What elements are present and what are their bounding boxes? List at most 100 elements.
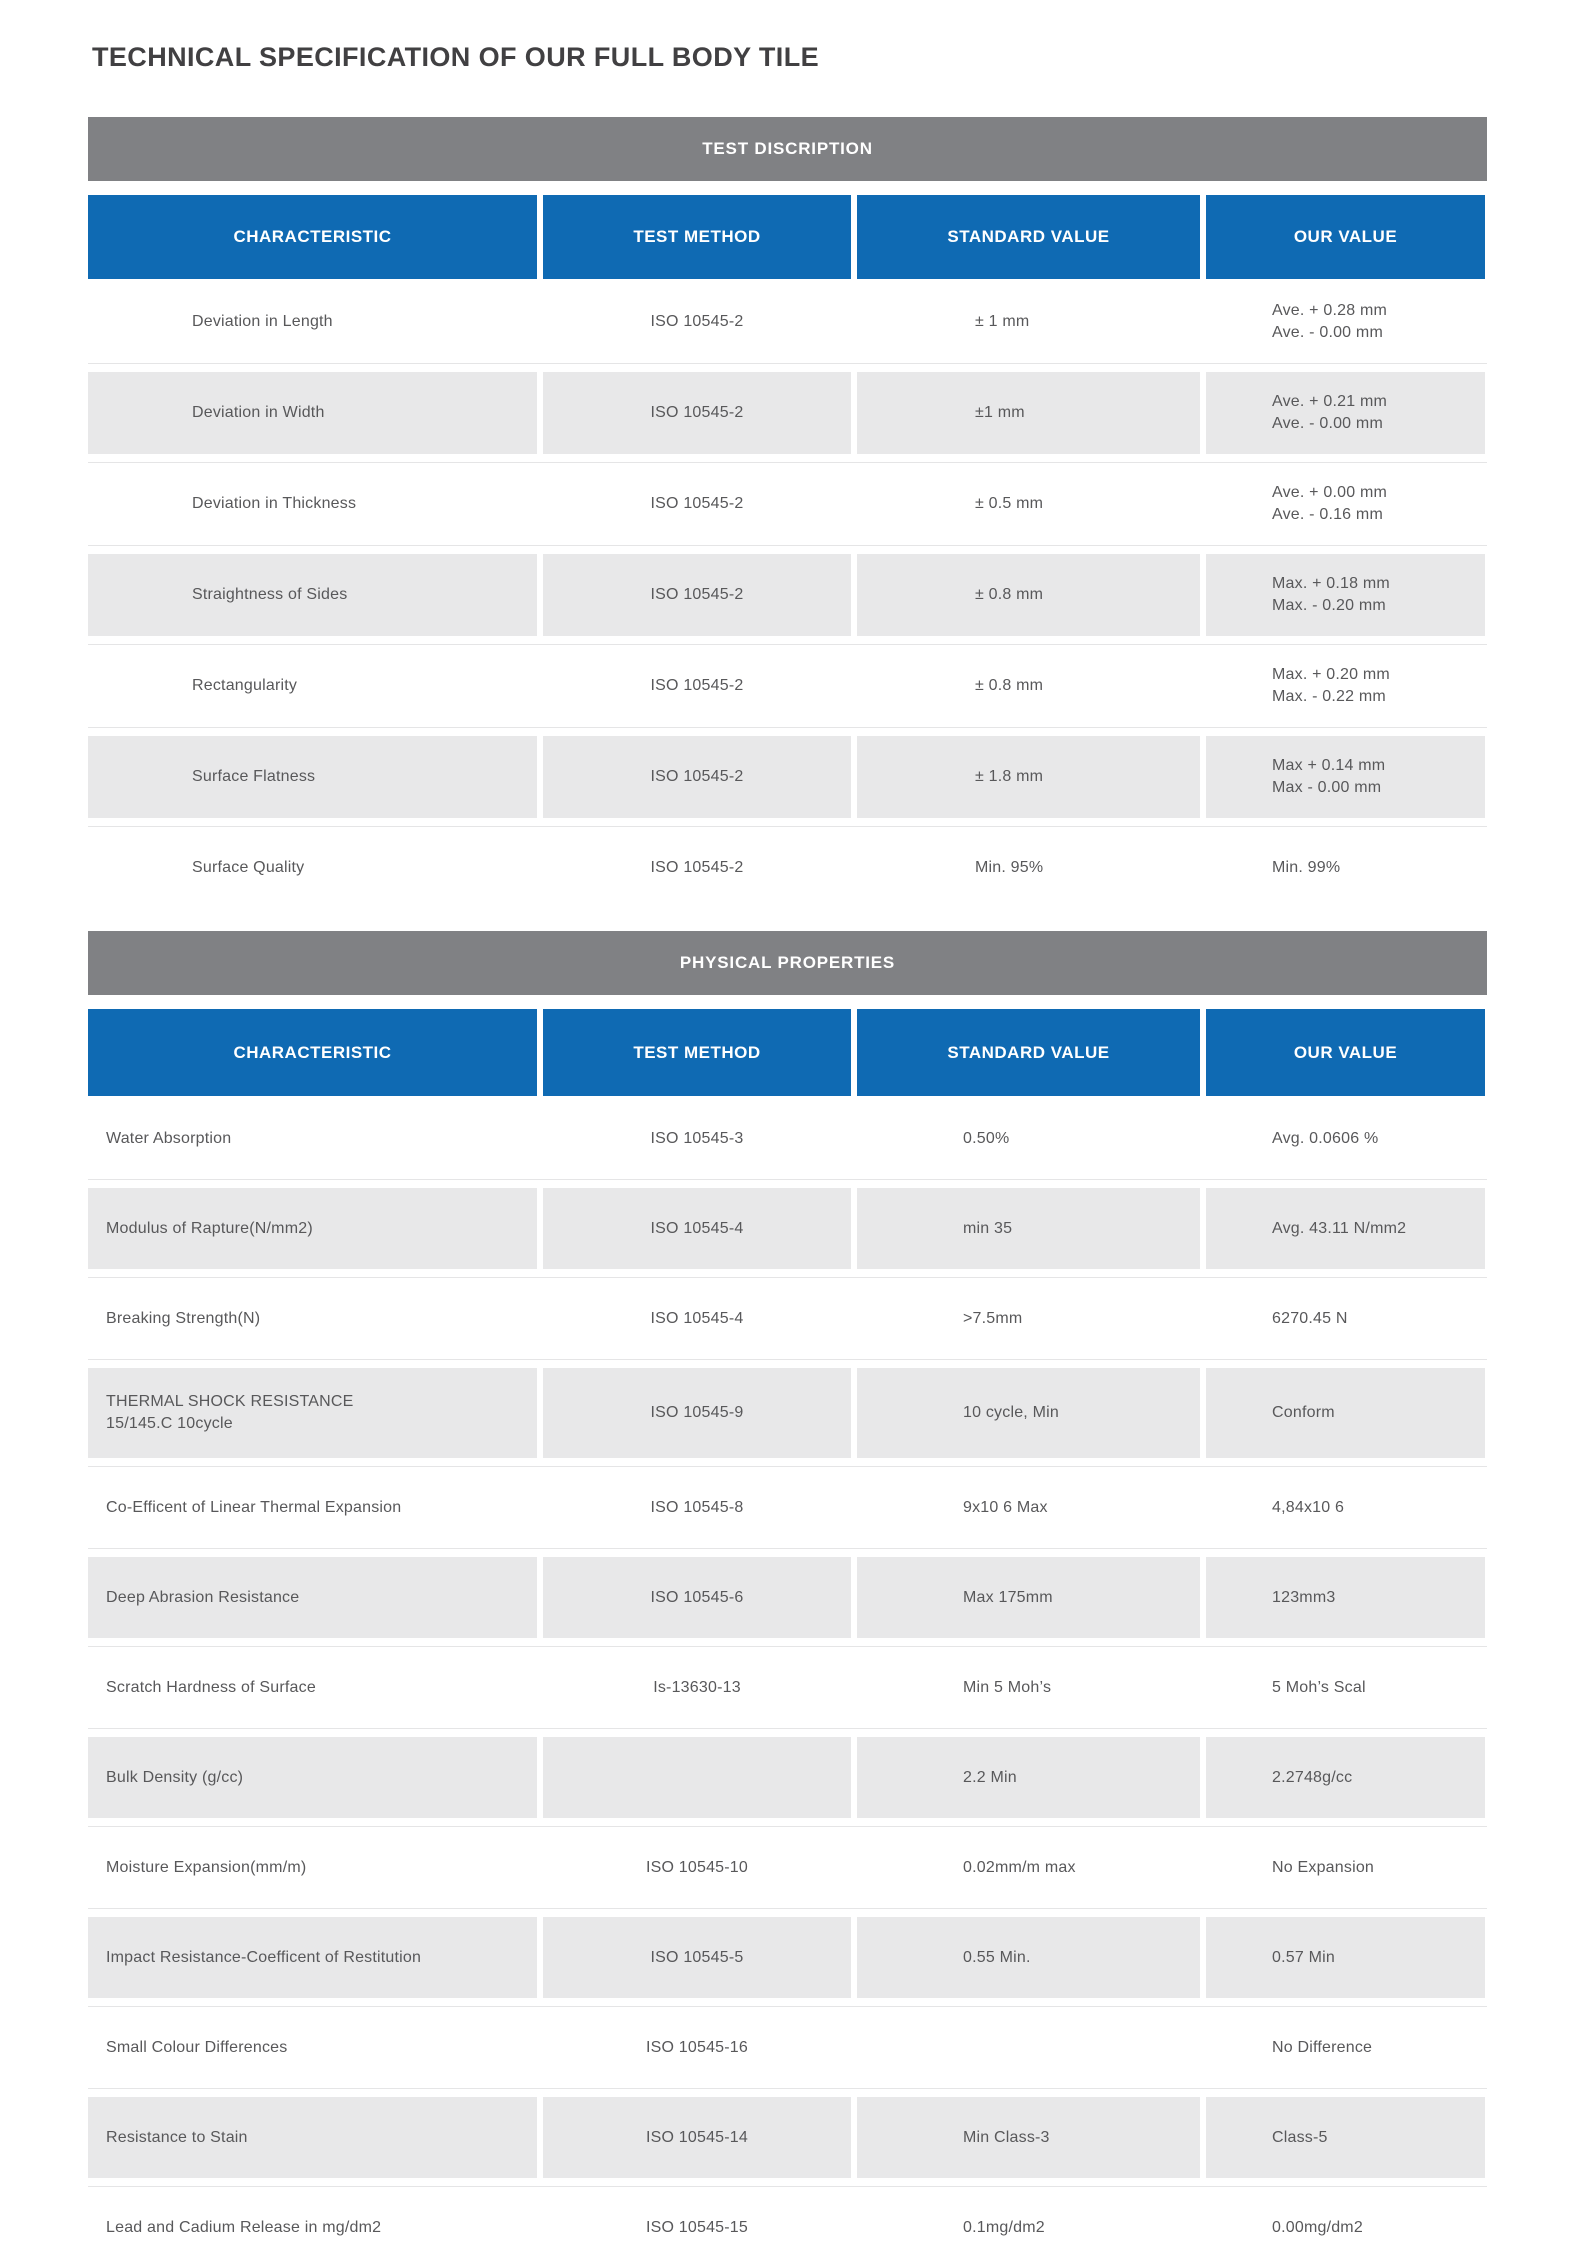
characteristic-cell: Bulk Density (g/cc): [88, 1737, 537, 1818]
standard-value-cell: 0.50%: [857, 1098, 1200, 1179]
table-row: THERMAL SHOCK RESISTANCE 15/145.C 10cycle…: [88, 1359, 1487, 1466]
characteristic-cell: Resistance to Stain: [88, 2097, 537, 2178]
table-row: Surface Quality ISO 10545-2 Min. 95% Min…: [88, 826, 1487, 909]
test-method-cell: ISO 10545-2: [543, 827, 851, 909]
test-method-cell: ISO 10545-2: [543, 372, 851, 454]
standard-value-cell: Min. 95%: [857, 827, 1200, 909]
test-method-cell: Is-13630-13: [543, 1647, 851, 1728]
standard-value-cell: Min 5 Moh’s: [857, 1647, 1200, 1728]
table-row: Co-Efficent of Linear Thermal Expansion …: [88, 1466, 1487, 1548]
section-test-discription: TEST DISCRIPTION CHARACTERISTIC TEST MET…: [88, 117, 1487, 909]
standard-value-cell: 2.2 Min: [857, 1737, 1200, 1818]
standard-value-cell: 0.1mg/dm2: [857, 2187, 1200, 2268]
table-header-row: CHARACTERISTIC TEST METHOD STANDARD VALU…: [88, 195, 1487, 279]
our-value-cell: 4,84x10 6: [1206, 1467, 1485, 1548]
characteristic-cell: Lead and Cadium Release in mg/dm2: [88, 2187, 537, 2268]
section-physical-properties: PHYSICAL PROPERTIES CHARACTERISTIC TEST …: [88, 931, 1487, 2268]
standard-value-cell: [857, 2007, 1200, 2088]
characteristic-cell: Surface Quality: [88, 827, 537, 909]
test-method-cell: ISO 10545-6: [543, 1557, 851, 1638]
column-header-standard-value: STANDARD VALUE: [857, 195, 1200, 279]
our-value-cell: 2.2748g/cc: [1206, 1737, 1485, 1818]
table-row: Resistance to Stain ISO 10545-14 Min Cla…: [88, 2088, 1487, 2186]
test-method-cell: ISO 10545-2: [543, 281, 851, 363]
column-header-characteristic: CHARACTERISTIC: [88, 195, 537, 279]
standard-value-cell: Min Class-3: [857, 2097, 1200, 2178]
characteristic-cell: Deep Abrasion Resistance: [88, 1557, 537, 1638]
standard-value-cell: ± 0.5 mm: [857, 463, 1200, 545]
standard-value-cell: Max 175mm: [857, 1557, 1200, 1638]
test-method-cell: ISO 10545-2: [543, 554, 851, 636]
test-method-cell: ISO 10545-9: [543, 1368, 851, 1458]
standard-value-cell: ± 0.8 mm: [857, 554, 1200, 636]
table-row: Impact Resistance-Coefficent of Restitut…: [88, 1908, 1487, 2006]
our-value-cell: Min. 99%: [1206, 827, 1485, 909]
table-row: Moisture Expansion(mm/m) ISO 10545-10 0.…: [88, 1826, 1487, 1908]
characteristic-cell: Rectangularity: [88, 645, 537, 727]
characteristic-cell: Co-Efficent of Linear Thermal Expansion: [88, 1467, 537, 1548]
table-row: Deviation in Length ISO 10545-2 ± 1 mm A…: [88, 281, 1487, 363]
our-value-cell: 6270.45 N: [1206, 1278, 1485, 1359]
test-method-cell: ISO 10545-10: [543, 1827, 851, 1908]
characteristic-cell: Deviation in Length: [88, 281, 537, 363]
table-row: Rectangularity ISO 10545-2 ± 0.8 mm Max.…: [88, 644, 1487, 727]
test-method-cell: ISO 10545-4: [543, 1188, 851, 1269]
characteristic-cell: Straightness of Sides: [88, 554, 537, 636]
characteristic-cell: Scratch Hardness of Surface: [88, 1647, 537, 1728]
standard-value-cell: ±1 mm: [857, 372, 1200, 454]
our-value-cell: Class-5: [1206, 2097, 1485, 2178]
table-row: Water Absorption ISO 10545-3 0.50% Avg. …: [88, 1098, 1487, 1179]
test-method-cell: ISO 10545-5: [543, 1917, 851, 1998]
standard-value-cell: min 35: [857, 1188, 1200, 1269]
characteristic-cell: Surface Flatness: [88, 736, 537, 818]
table-row: Straightness of Sides ISO 10545-2 ± 0.8 …: [88, 545, 1487, 644]
standard-value-cell: 0.55 Min.: [857, 1917, 1200, 1998]
test-method-cell: ISO 10545-15: [543, 2187, 851, 2268]
characteristic-cell: Modulus of Rapture(N/mm2): [88, 1188, 537, 1269]
table-row: Bulk Density (g/cc) 2.2 Min 2.2748g/cc: [88, 1728, 1487, 1826]
our-value-cell: Ave. + 0.00 mm Ave. - 0.16 mm: [1206, 463, 1485, 545]
test-method-cell: ISO 10545-4: [543, 1278, 851, 1359]
column-header-test-method: TEST METHOD: [543, 195, 851, 279]
table-row: Deviation in Thickness ISO 10545-2 ± 0.5…: [88, 462, 1487, 545]
our-value-cell: Avg. 0.0606 %: [1206, 1098, 1485, 1179]
column-header-our-value: OUR VALUE: [1206, 1009, 1485, 1096]
column-header-standard-value: STANDARD VALUE: [857, 1009, 1200, 1096]
our-value-cell: Ave. + 0.21 mm Ave. - 0.00 mm: [1206, 372, 1485, 454]
characteristic-cell: Breaking Strength(N): [88, 1278, 537, 1359]
our-value-cell: Avg. 43.11 N/mm2: [1206, 1188, 1485, 1269]
our-value-cell: 5 Moh’s Scal: [1206, 1647, 1485, 1728]
table-row: Deep Abrasion Resistance ISO 10545-6 Max…: [88, 1548, 1487, 1646]
characteristic-cell: THERMAL SHOCK RESISTANCE 15/145.C 10cycle: [88, 1368, 537, 1458]
table-row: Modulus of Rapture(N/mm2) ISO 10545-4 mi…: [88, 1179, 1487, 1277]
standard-value-cell: ± 0.8 mm: [857, 645, 1200, 727]
table-row: Surface Flatness ISO 10545-2 ± 1.8 mm Ma…: [88, 727, 1487, 826]
standard-value-cell: ± 1 mm: [857, 281, 1200, 363]
section-heading-test-discription: TEST DISCRIPTION: [88, 117, 1487, 181]
test-method-cell: ISO 10545-2: [543, 645, 851, 727]
table-row: Deviation in Width ISO 10545-2 ±1 mm Ave…: [88, 363, 1487, 462]
test-method-cell: ISO 10545-3: [543, 1098, 851, 1179]
table-row: Lead and Cadium Release in mg/dm2 ISO 10…: [88, 2186, 1487, 2268]
page-title: TECHNICAL SPECIFICATION OF OUR FULL BODY…: [92, 42, 820, 72]
test-method-cell: ISO 10545-2: [543, 736, 851, 818]
test-method-cell: ISO 10545-8: [543, 1467, 851, 1548]
table-row: Scratch Hardness of Surface Is-13630-13 …: [88, 1646, 1487, 1728]
our-value-cell: Max. + 0.18 mm Max. - 0.20 mm: [1206, 554, 1485, 636]
our-value-cell: No Expansion: [1206, 1827, 1485, 1908]
table-body: Water Absorption ISO 10545-3 0.50% Avg. …: [88, 1098, 1487, 2268]
table-row: Breaking Strength(N) ISO 10545-4 >7.5mm …: [88, 1277, 1487, 1359]
column-header-our-value: OUR VALUE: [1206, 195, 1485, 279]
standard-value-cell: 10 cycle, Min: [857, 1368, 1200, 1458]
table-header-row: CHARACTERISTIC TEST METHOD STANDARD VALU…: [88, 1009, 1487, 1096]
test-method-cell: [543, 1737, 851, 1818]
characteristic-cell: Deviation in Thickness: [88, 463, 537, 545]
section-heading-physical-properties: PHYSICAL PROPERTIES: [88, 931, 1487, 995]
characteristic-cell: Water Absorption: [88, 1098, 537, 1179]
column-header-characteristic: CHARACTERISTIC: [88, 1009, 537, 1096]
standard-value-cell: ± 1.8 mm: [857, 736, 1200, 818]
test-method-cell: ISO 10545-16: [543, 2007, 851, 2088]
our-value-cell: 123mm3: [1206, 1557, 1485, 1638]
our-value-cell: Max + 0.14 mm Max - 0.00 mm: [1206, 736, 1485, 818]
